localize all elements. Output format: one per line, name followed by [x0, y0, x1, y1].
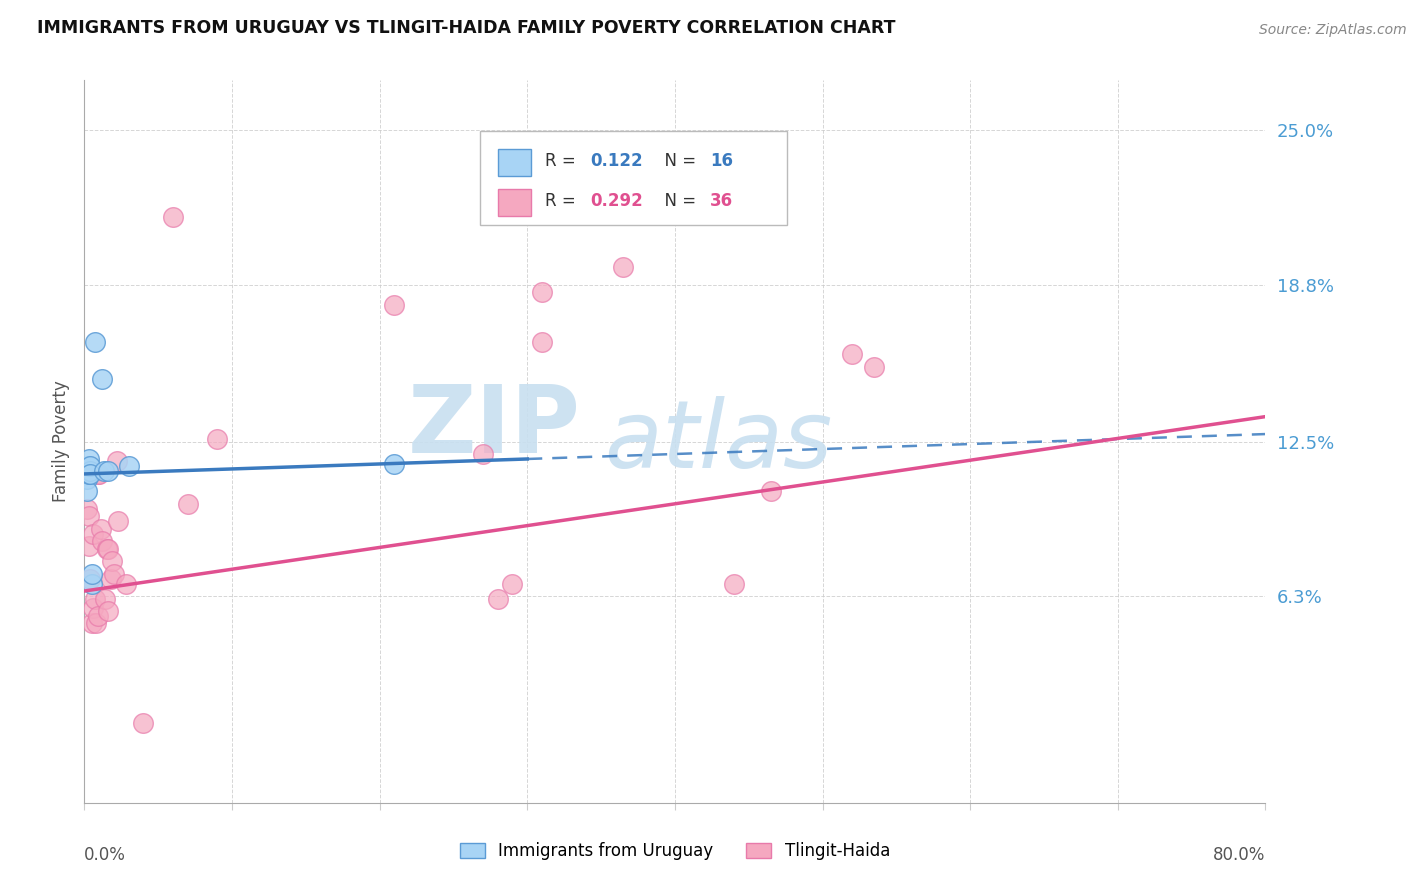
Point [76, 484, 98, 499]
Point [94, 591, 117, 606]
Point [93, 465, 115, 479]
Point [90, 522, 112, 536]
Point [101, 554, 124, 568]
Point [79, 465, 101, 479]
Point [77, 467, 100, 481]
Point [382, 297, 406, 311]
Point [486, 591, 509, 606]
Point [77, 459, 100, 474]
Text: 16: 16 [710, 153, 734, 170]
Point [79, 467, 101, 481]
Point [96, 541, 118, 556]
Point [132, 716, 155, 731]
Point [80, 616, 103, 631]
Point [77, 452, 100, 467]
Point [86, 609, 108, 624]
Point [472, 447, 495, 461]
Text: atlas: atlas [605, 396, 832, 487]
Point [83, 334, 105, 349]
Point [91, 372, 114, 386]
Point [118, 459, 141, 474]
Point [103, 566, 125, 581]
Text: Source: ZipAtlas.com: Source: ZipAtlas.com [1260, 23, 1406, 37]
FancyBboxPatch shape [498, 188, 531, 216]
Text: 0.292: 0.292 [591, 192, 643, 210]
Point [531, 285, 554, 299]
Point [77, 539, 100, 553]
Point [863, 359, 886, 374]
Text: ZIP: ZIP [408, 381, 581, 473]
Point [97, 465, 120, 479]
Point [162, 211, 184, 225]
Point [114, 576, 136, 591]
Point [107, 514, 129, 528]
Point [84, 616, 107, 631]
Point [83, 591, 105, 606]
Point [501, 576, 523, 591]
Point [80, 566, 103, 581]
Point [97, 541, 120, 556]
Text: 80.0%: 80.0% [1213, 847, 1265, 864]
Point [759, 484, 782, 499]
Point [207, 432, 229, 446]
Point [841, 347, 863, 361]
Text: 36: 36 [710, 192, 734, 210]
FancyBboxPatch shape [498, 149, 531, 177]
Text: N =: N = [654, 153, 702, 170]
Point [82, 601, 104, 615]
FancyBboxPatch shape [479, 131, 787, 225]
Point [76, 472, 98, 486]
Point [86, 467, 108, 481]
Text: R =: R = [546, 192, 581, 210]
Point [382, 457, 406, 471]
Point [79, 459, 101, 474]
Point [87, 467, 111, 481]
Y-axis label: Family Poverty: Family Poverty [52, 381, 70, 502]
Point [105, 454, 128, 468]
Point [100, 572, 122, 586]
Legend: Immigrants from Uruguay, Tlingit-Haida: Immigrants from Uruguay, Tlingit-Haida [453, 836, 897, 867]
Point [80, 576, 103, 591]
Point [76, 501, 98, 516]
Point [723, 576, 745, 591]
Point [91, 534, 114, 549]
Text: 0.0%: 0.0% [84, 847, 127, 864]
Text: N =: N = [654, 192, 702, 210]
Point [77, 509, 100, 524]
Point [82, 526, 104, 541]
Point [79, 572, 101, 586]
Point [97, 604, 120, 618]
Point [612, 260, 634, 274]
Point [531, 334, 554, 349]
Text: 0.122: 0.122 [591, 153, 643, 170]
Point [177, 497, 200, 511]
Text: R =: R = [546, 153, 581, 170]
Text: IMMIGRANTS FROM URUGUAY VS TLINGIT-HAIDA FAMILY POVERTY CORRELATION CHART: IMMIGRANTS FROM URUGUAY VS TLINGIT-HAIDA… [37, 19, 896, 37]
